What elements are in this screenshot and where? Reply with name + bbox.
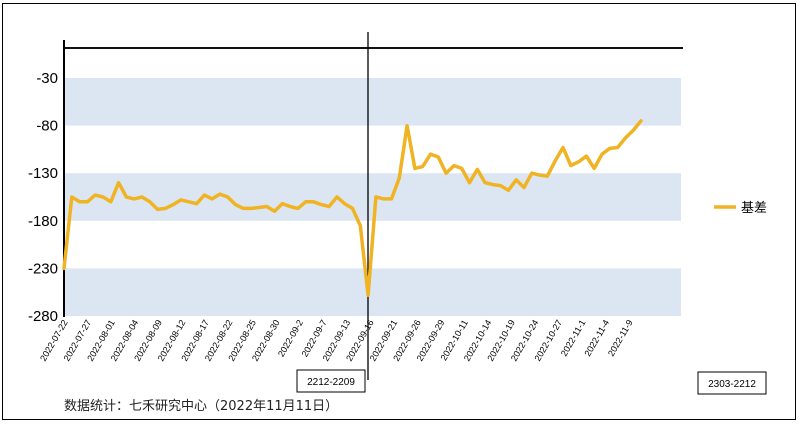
data-point-10 bbox=[140, 195, 144, 199]
y-tick-label-0: -30 bbox=[36, 70, 58, 87]
data-point-44 bbox=[405, 124, 409, 127]
data-point-60 bbox=[530, 172, 533, 175]
data-point-0 bbox=[62, 267, 66, 270]
data-point-8 bbox=[125, 195, 128, 199]
data-point-27 bbox=[273, 210, 276, 213]
data-point-20 bbox=[218, 192, 222, 196]
data-point-29 bbox=[288, 205, 292, 208]
data-point-71 bbox=[616, 146, 619, 149]
data-point-11 bbox=[148, 200, 151, 203]
data-point-7 bbox=[117, 181, 120, 184]
data-point-37 bbox=[351, 207, 354, 210]
data-point-72 bbox=[624, 136, 627, 140]
data-point-35 bbox=[335, 195, 339, 199]
band-2 bbox=[64, 268, 681, 316]
data-point-23 bbox=[242, 207, 245, 210]
data-point-47 bbox=[429, 153, 432, 156]
data-point-69 bbox=[600, 153, 604, 156]
data-point-36 bbox=[343, 202, 346, 205]
data-point-6 bbox=[109, 200, 113, 203]
y-axis-ticks: -30 -80 -130 -180 -230 -280 bbox=[28, 70, 58, 325]
data-point-9 bbox=[133, 197, 136, 201]
y-tick-label-5: -280 bbox=[28, 308, 58, 325]
right-contract-label: 2303-2212 bbox=[708, 379, 756, 390]
data-point-33 bbox=[320, 203, 323, 206]
data-point-13 bbox=[164, 207, 167, 210]
data-point-41 bbox=[382, 197, 385, 201]
data-point-25 bbox=[257, 206, 261, 209]
band-0 bbox=[64, 78, 681, 126]
data-point-62 bbox=[546, 174, 549, 178]
data-point-64 bbox=[561, 146, 565, 149]
data-point-14 bbox=[172, 203, 175, 206]
left-contract-box: 2212-2209 bbox=[296, 369, 366, 393]
source-note: 数据统计：七禾研究中心（2022年11月11日） bbox=[64, 399, 338, 414]
data-point-30 bbox=[296, 207, 300, 210]
band-1 bbox=[64, 173, 681, 221]
data-point-3 bbox=[86, 200, 89, 203]
data-point-31 bbox=[304, 200, 307, 203]
data-point-19 bbox=[210, 197, 214, 201]
data-point-74 bbox=[639, 119, 643, 123]
data-point-56 bbox=[499, 184, 502, 187]
data-point-16 bbox=[187, 200, 190, 203]
data-point-4 bbox=[94, 193, 97, 197]
data-point-46 bbox=[421, 165, 424, 168]
data-point-68 bbox=[593, 167, 596, 170]
data-point-54 bbox=[483, 181, 487, 184]
legend-label: 基差 bbox=[741, 201, 767, 216]
y-tick-label-3: -180 bbox=[28, 213, 58, 230]
data-point-53 bbox=[476, 168, 479, 171]
data-point-42 bbox=[390, 197, 393, 201]
data-point-52 bbox=[468, 181, 471, 184]
data-point-63 bbox=[554, 159, 557, 162]
data-point-45 bbox=[413, 167, 417, 170]
y-tick-label-1: -80 bbox=[36, 118, 58, 135]
series-points bbox=[62, 119, 643, 297]
data-point-17 bbox=[195, 202, 198, 205]
data-point-65 bbox=[569, 164, 572, 167]
data-point-18 bbox=[203, 193, 206, 197]
data-point-57 bbox=[507, 189, 510, 192]
x-axis-ticks: 2022-07-222022-07-272022-08-012022-08-04… bbox=[38, 318, 635, 363]
data-point-15 bbox=[179, 198, 183, 202]
data-point-70 bbox=[608, 147, 611, 150]
data-point-40 bbox=[374, 195, 378, 199]
data-point-24 bbox=[249, 207, 253, 210]
data-point-59 bbox=[522, 186, 526, 189]
right-contract-box: 2303-2212 bbox=[697, 371, 767, 395]
data-point-2 bbox=[78, 200, 81, 203]
data-point-38 bbox=[359, 224, 362, 227]
data-point-5 bbox=[101, 195, 105, 199]
background-bands bbox=[64, 78, 681, 316]
data-point-28 bbox=[281, 202, 284, 205]
left-contract-label: 2212-2209 bbox=[307, 377, 355, 388]
data-point-49 bbox=[444, 172, 448, 175]
data-point-26 bbox=[265, 205, 268, 208]
data-point-48 bbox=[437, 155, 440, 159]
data-point-22 bbox=[234, 203, 237, 206]
data-point-73 bbox=[632, 129, 635, 132]
data-point-12 bbox=[156, 208, 159, 211]
y-tick-label-4: -230 bbox=[28, 260, 58, 277]
data-point-50 bbox=[452, 164, 456, 167]
data-point-55 bbox=[491, 183, 495, 186]
y-tick-label-2: -130 bbox=[28, 165, 58, 182]
data-point-61 bbox=[538, 173, 541, 177]
data-point-32 bbox=[312, 200, 315, 203]
data-point-34 bbox=[327, 205, 331, 208]
data-point-66 bbox=[577, 160, 580, 163]
data-point-51 bbox=[460, 167, 463, 170]
legend: 基差 bbox=[714, 201, 767, 216]
data-point-67 bbox=[585, 154, 588, 158]
data-point-1 bbox=[70, 195, 74, 199]
data-point-39 bbox=[366, 293, 370, 297]
data-point-21 bbox=[226, 195, 229, 199]
data-point-43 bbox=[398, 176, 401, 180]
data-point-58 bbox=[515, 178, 518, 182]
